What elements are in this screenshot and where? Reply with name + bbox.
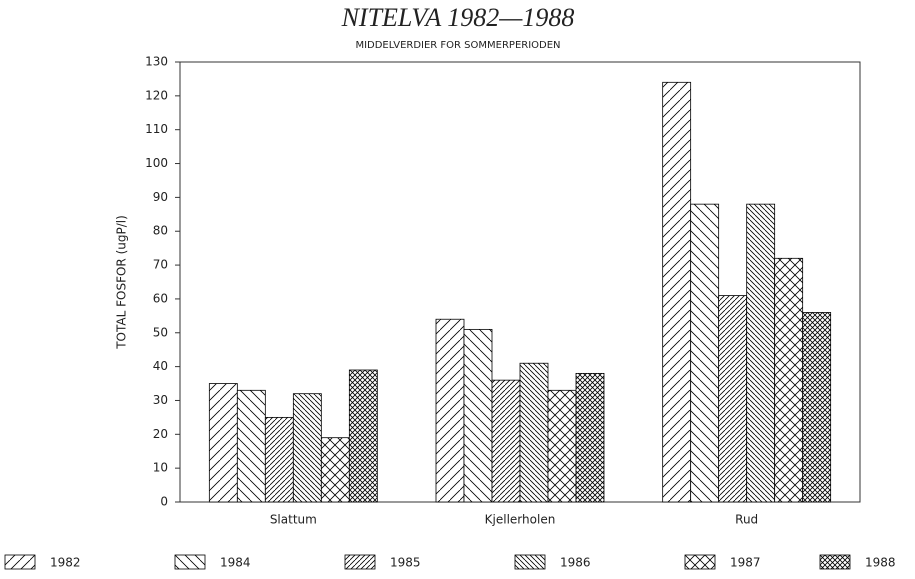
bar (292, 393, 322, 503)
bar (320, 437, 350, 503)
bar (575, 372, 605, 503)
bar (519, 362, 549, 503)
bar (802, 312, 832, 503)
bar (774, 257, 804, 503)
x-tick-label: Slattum (270, 513, 317, 527)
bar (718, 295, 748, 503)
legend-swatch (174, 554, 206, 570)
x-tick-label: Rud (735, 513, 758, 527)
y-axis-label: TOTAL FOSFOR (ugP/l) (115, 215, 129, 350)
y-tick-label: 70 (153, 258, 168, 272)
bar (547, 389, 577, 503)
bar (463, 328, 493, 503)
legend-label: 1982 (50, 556, 81, 570)
y-tick-label: 0 (160, 495, 168, 509)
y-tick-label: 10 (153, 461, 168, 475)
y-tick-label: 30 (153, 393, 168, 407)
bar (662, 81, 692, 503)
chart-title: NITELVA 1982—1988 (341, 3, 575, 32)
x-tick-label: Kjellerholen (485, 513, 556, 527)
bar (208, 383, 238, 503)
legend-label: 1987 (730, 556, 761, 570)
bar (746, 203, 776, 503)
bar (264, 416, 294, 503)
y-tick-label: 80 (153, 224, 168, 238)
y-tick-label: 60 (153, 291, 168, 305)
legend-label: 1985 (390, 556, 421, 570)
bar (491, 379, 521, 503)
bar (236, 389, 266, 503)
y-tick-label: 130 (145, 55, 168, 69)
y-tick-label: 50 (153, 325, 168, 339)
bar (435, 318, 465, 503)
legend-label: 1986 (560, 556, 591, 570)
legend-swatch (4, 554, 36, 570)
y-tick-label: 100 (145, 156, 168, 170)
chart-subtitle: MIDDELVERDIER FOR SOMMERPERIODEN (355, 40, 560, 51)
legend-label: 1988 (865, 556, 896, 570)
legend-swatch (684, 554, 716, 570)
bar (348, 369, 378, 503)
y-tick-label: 40 (153, 359, 168, 373)
legend-swatch (344, 554, 376, 570)
y-tick-label: 110 (145, 122, 168, 136)
legend-label: 1984 (220, 556, 251, 570)
legend-swatch (514, 554, 546, 570)
y-tick-label: 90 (153, 190, 168, 204)
y-tick-label: 120 (145, 88, 168, 102)
y-tick-label: 20 (153, 427, 168, 441)
legend-swatch (819, 554, 851, 570)
bar (690, 203, 720, 503)
